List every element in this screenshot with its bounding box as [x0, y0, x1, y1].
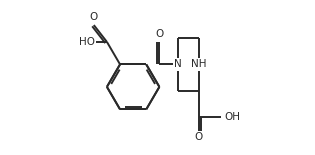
Text: OH: OH [224, 112, 240, 122]
Text: O: O [195, 132, 203, 142]
Text: O: O [155, 29, 163, 39]
Text: O: O [90, 12, 98, 22]
Text: NH: NH [191, 59, 206, 69]
Text: N: N [174, 59, 182, 69]
Text: HO: HO [79, 37, 95, 47]
